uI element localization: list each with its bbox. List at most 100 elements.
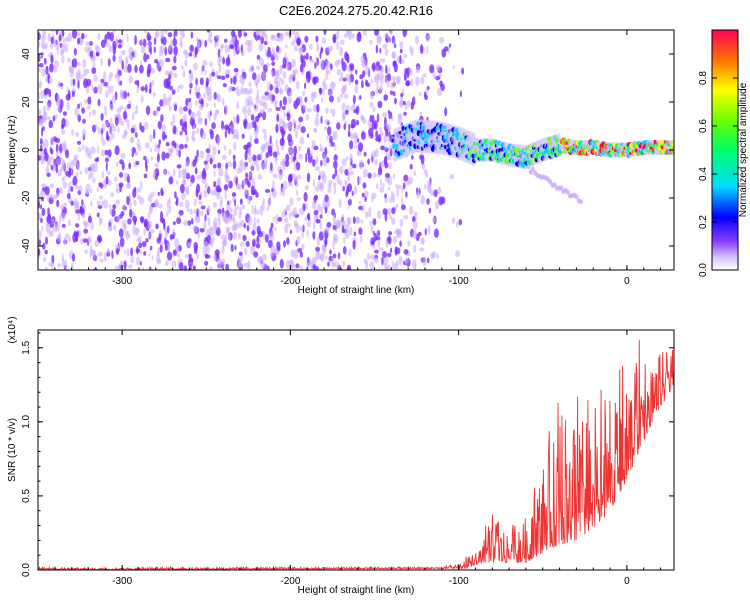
noise-speckle <box>140 94 144 103</box>
noise-speckle <box>319 222 323 231</box>
noise-speckle <box>339 180 343 187</box>
noise-speckle <box>387 207 392 216</box>
noise-speckle <box>175 200 179 206</box>
noise-speckle <box>161 151 166 161</box>
noise-speckle <box>160 114 164 123</box>
noise-speckle <box>55 138 60 143</box>
noise-speckle <box>298 121 302 129</box>
noise-speckle <box>298 47 303 57</box>
noise-speckle <box>48 88 52 98</box>
noise-speckle <box>165 70 170 76</box>
noise-speckle <box>208 31 213 39</box>
noise-speckle <box>265 152 270 159</box>
noise-speckle <box>391 190 394 198</box>
noise-speckle <box>347 198 352 206</box>
noise-speckle <box>55 66 58 73</box>
noise-speckle <box>159 244 163 253</box>
noise-speckle <box>377 134 382 143</box>
noise-speckle <box>298 116 304 123</box>
noise-speckle <box>412 229 417 240</box>
noise-speckle <box>184 51 189 59</box>
noise-speckle <box>241 76 245 86</box>
noise-speckle <box>377 229 381 237</box>
noise-speckle <box>122 110 128 120</box>
noise-speckle <box>293 153 297 161</box>
noise-speckle <box>284 84 289 92</box>
noise-speckle <box>103 199 108 209</box>
noise-speckle <box>326 221 332 228</box>
y-tick-label: -40 <box>21 238 32 253</box>
noise-speckle <box>384 176 387 183</box>
noise-speckle <box>239 198 243 205</box>
noise-speckle <box>42 111 48 122</box>
noise-speckle <box>159 240 164 246</box>
noise-speckle <box>62 160 66 171</box>
noise-speckle <box>266 266 270 270</box>
echo-branch-mark <box>530 166 535 172</box>
noise-speckle <box>218 149 220 155</box>
noise-speckle <box>377 167 383 176</box>
noise-speckle <box>237 233 241 240</box>
noise-speckle <box>415 76 420 87</box>
noise-speckle <box>215 184 221 193</box>
noise-speckle <box>380 58 386 64</box>
noise-speckle <box>200 210 204 217</box>
noise-speckle <box>81 212 86 219</box>
snr-axes: -300 -200 -100 0 0.0 0.5 1.0 1.5 <box>21 330 674 587</box>
noise-speckle <box>162 36 167 46</box>
noise-speckle <box>217 208 222 214</box>
noise-speckle <box>196 40 200 48</box>
noise-speckle <box>105 42 110 47</box>
noise-speckle <box>238 259 242 270</box>
noise-speckle <box>363 258 368 264</box>
noise-speckle <box>40 89 44 100</box>
noise-speckle <box>423 169 428 175</box>
noise-speckle <box>273 85 276 92</box>
noise-speckle <box>42 242 46 250</box>
noise-speckle <box>271 34 276 39</box>
noise-speckle <box>412 220 418 230</box>
noise-speckle <box>201 170 207 180</box>
noise-speckle <box>123 130 129 136</box>
noise-speckle <box>276 241 281 249</box>
noise-speckle <box>377 239 381 248</box>
noise-speckle <box>51 219 54 224</box>
noise-speckle <box>240 50 245 57</box>
noise-speckle <box>306 133 310 138</box>
noise-speckle <box>209 86 212 94</box>
noise-speckle <box>198 103 204 111</box>
noise-speckle <box>327 183 332 194</box>
noise-speckle <box>214 40 217 49</box>
noise-speckle <box>235 89 241 97</box>
noise-speckle <box>233 141 237 151</box>
y-tick-label: 40 <box>21 48 32 60</box>
noise-speckle <box>257 112 263 118</box>
noise-speckle <box>429 64 435 74</box>
noise-speckle <box>40 217 43 224</box>
noise-speckle <box>245 240 250 247</box>
noise-speckle <box>77 114 82 123</box>
noise-speckle <box>275 107 281 111</box>
noise-speckle <box>304 96 308 103</box>
noise-speckle <box>337 252 341 260</box>
noise-speckle <box>103 106 107 111</box>
noise-speckle <box>45 65 49 76</box>
noise-speckle <box>184 130 188 136</box>
noise-speckle <box>458 219 463 226</box>
noise-speckle <box>111 250 114 259</box>
noise-speckle <box>59 214 62 224</box>
noise-speckle <box>50 164 54 171</box>
noise-speckle <box>147 41 150 49</box>
noise-speckle <box>128 75 133 84</box>
noise-speckle <box>334 144 337 151</box>
noise-speckle <box>109 208 113 215</box>
noise-speckle <box>163 221 166 227</box>
noise-speckle <box>81 199 84 206</box>
noise-speckle <box>291 119 297 126</box>
noise-speckle <box>316 236 321 246</box>
noise-speckle <box>55 222 60 232</box>
noise-speckle <box>213 217 218 227</box>
noise-speckle <box>315 113 319 118</box>
noise-speckle <box>362 168 368 178</box>
noise-speckle <box>182 115 186 124</box>
